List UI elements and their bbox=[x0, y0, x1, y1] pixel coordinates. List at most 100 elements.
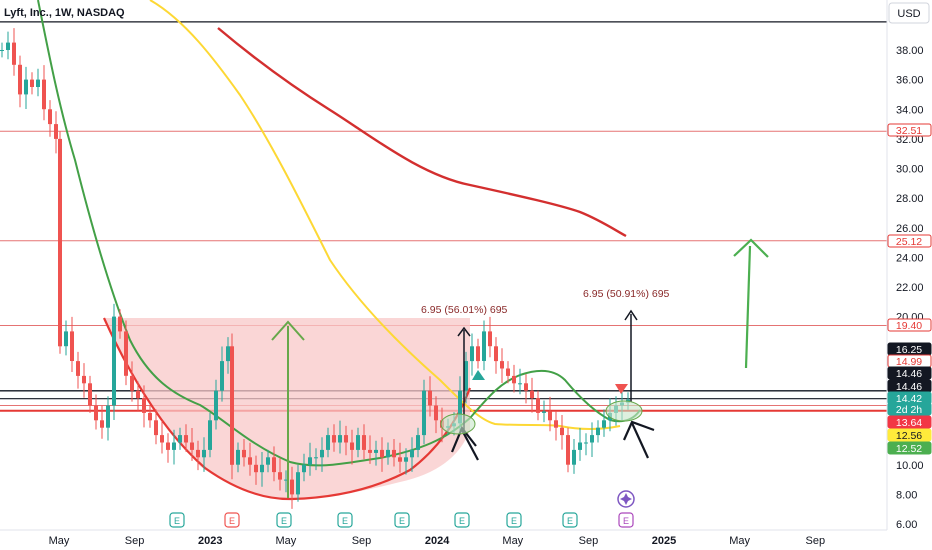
candle bbox=[356, 427, 360, 458]
candle bbox=[500, 348, 504, 383]
arrow-green-right-head bbox=[733, 238, 769, 258]
candle bbox=[266, 449, 270, 473]
candle bbox=[374, 440, 378, 466]
earnings-marker[interactable]: E bbox=[337, 512, 353, 528]
currency-label: USD bbox=[897, 8, 920, 20]
candle bbox=[416, 427, 420, 458]
candle bbox=[178, 427, 182, 450]
candle bbox=[422, 379, 426, 445]
currency-button[interactable]: USD bbox=[888, 2, 930, 24]
candle bbox=[242, 439, 246, 467]
candle bbox=[284, 470, 288, 493]
candle bbox=[308, 442, 312, 476]
candle bbox=[18, 55, 22, 108]
time-axis[interactable]: May Sep 2023 May Sep 2024 May Sep 2025 May Sep bbox=[0, 529, 887, 547]
candle bbox=[106, 396, 110, 441]
price-axis-labels: 32.5125.1219.4016.2514.9914.4614.4614.42… bbox=[887, 123, 932, 455]
y-tick-label: 36.00 bbox=[896, 75, 924, 87]
candle bbox=[48, 100, 52, 137]
svg-text:14.46: 14.46 bbox=[896, 381, 922, 393]
svg-text:E: E bbox=[511, 516, 517, 526]
candle bbox=[566, 427, 570, 473]
x-tick-label: Sep bbox=[579, 535, 599, 547]
price-tag: 14.99 bbox=[887, 354, 932, 368]
svg-text:16.25: 16.25 bbox=[896, 344, 922, 356]
earnings-marker[interactable]: E bbox=[618, 512, 634, 528]
earnings-marker[interactable]: E bbox=[169, 512, 185, 528]
candle bbox=[362, 424, 366, 460]
earnings-marker[interactable]: E bbox=[454, 512, 470, 528]
earnings-marker[interactable]: E bbox=[562, 512, 578, 528]
symbol-header[interactable]: Lyft, Inc., 1W, NASDAQ bbox=[4, 7, 125, 19]
candle bbox=[404, 448, 408, 475]
dividend-event-icon[interactable] bbox=[617, 490, 635, 508]
candle bbox=[584, 433, 588, 456]
price-tag: 2d 2h bbox=[887, 402, 932, 416]
svg-text:E: E bbox=[229, 516, 235, 526]
candle bbox=[482, 320, 486, 371]
candle bbox=[64, 320, 68, 356]
candle bbox=[0, 42, 4, 58]
candle bbox=[76, 351, 80, 389]
candle bbox=[30, 72, 34, 95]
svg-text:14.42: 14.42 bbox=[896, 393, 922, 405]
candle bbox=[410, 437, 414, 472]
price-tag: 16.25 bbox=[887, 342, 932, 356]
candle bbox=[554, 411, 558, 441]
svg-text:E: E bbox=[567, 516, 573, 526]
candle bbox=[54, 111, 58, 154]
candle bbox=[572, 439, 576, 474]
candle bbox=[148, 405, 152, 428]
candle bbox=[536, 390, 540, 421]
arrow-black-pointer-1-tail bbox=[461, 429, 479, 461]
candle bbox=[260, 452, 264, 487]
candle bbox=[302, 453, 306, 482]
candle bbox=[184, 424, 188, 452]
candle bbox=[154, 409, 158, 445]
price-tag: 14.46 bbox=[887, 366, 932, 380]
price-tag: 32.51 bbox=[887, 123, 932, 137]
candle bbox=[488, 316, 492, 358]
earnings-marker[interactable]: E bbox=[394, 512, 410, 528]
candle bbox=[398, 442, 402, 473]
candle bbox=[296, 464, 300, 502]
svg-text:E: E bbox=[623, 516, 629, 526]
svg-text:14.99: 14.99 bbox=[896, 356, 922, 368]
svg-text:E: E bbox=[281, 516, 287, 526]
svg-text:19.40: 19.40 bbox=[896, 320, 922, 332]
candle bbox=[196, 440, 200, 471]
x-tick-label: May bbox=[729, 535, 750, 547]
earnings-marker[interactable]: E bbox=[224, 512, 240, 528]
arrow-green-left-head bbox=[271, 320, 305, 341]
candle bbox=[338, 420, 342, 454]
candle bbox=[272, 446, 276, 482]
candle bbox=[290, 466, 294, 509]
svg-text:14.46: 14.46 bbox=[896, 368, 922, 380]
x-tick-label: Sep bbox=[125, 535, 145, 547]
candle bbox=[58, 131, 62, 354]
candle bbox=[130, 361, 134, 402]
y-tick-label: 24.00 bbox=[896, 252, 924, 264]
candle bbox=[236, 442, 240, 473]
price-tag: 12.52 bbox=[887, 441, 932, 455]
candle bbox=[100, 405, 104, 439]
candle bbox=[332, 424, 336, 452]
candle bbox=[248, 442, 252, 476]
candle bbox=[494, 337, 498, 374]
candle bbox=[548, 396, 552, 432]
highlight-ellipse-1 bbox=[440, 413, 476, 435]
candle bbox=[160, 420, 164, 454]
x-tick-label: May bbox=[502, 535, 523, 547]
svg-text:12.56: 12.56 bbox=[896, 430, 922, 442]
candle bbox=[88, 375, 92, 413]
earnings-marker[interactable]: E bbox=[506, 512, 522, 528]
earnings-marker[interactable]: E bbox=[276, 512, 292, 528]
candle bbox=[464, 351, 468, 404]
arrow-black-right-head bbox=[624, 309, 638, 321]
candle bbox=[350, 429, 354, 465]
candle bbox=[326, 427, 330, 458]
svg-text:13.64: 13.64 bbox=[896, 417, 922, 429]
svg-text:E: E bbox=[399, 516, 405, 526]
